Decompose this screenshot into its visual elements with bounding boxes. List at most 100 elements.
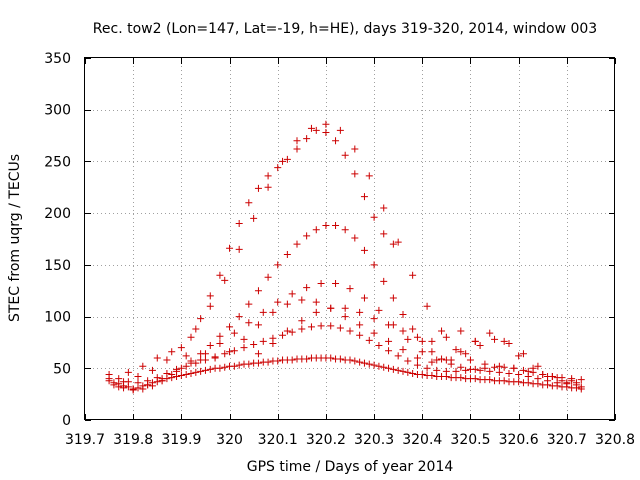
data-point bbox=[303, 232, 311, 240]
data-point bbox=[428, 372, 436, 380]
data-point bbox=[269, 308, 277, 316]
data-point bbox=[356, 321, 364, 329]
data-point bbox=[245, 300, 253, 308]
data-point bbox=[327, 354, 335, 362]
data-point bbox=[519, 366, 527, 374]
data-point bbox=[221, 350, 229, 358]
data-point bbox=[399, 327, 407, 335]
data-point bbox=[341, 226, 349, 234]
data-point bbox=[144, 381, 152, 389]
data-point bbox=[312, 226, 320, 234]
data-point bbox=[351, 170, 359, 178]
y-tick-label: 0 bbox=[62, 413, 71, 429]
data-point bbox=[298, 325, 306, 333]
data-point bbox=[385, 321, 393, 329]
data-point bbox=[457, 374, 465, 382]
x-axis-label: GPS time / Days of year 2014 bbox=[247, 459, 454, 475]
data-point bbox=[259, 308, 267, 316]
data-point bbox=[206, 292, 214, 300]
data-point bbox=[418, 348, 426, 356]
data-point bbox=[471, 337, 479, 345]
data-point bbox=[279, 331, 287, 339]
data-point bbox=[206, 365, 214, 373]
data-point bbox=[500, 337, 508, 345]
data-point bbox=[394, 238, 402, 246]
data-point bbox=[351, 145, 359, 153]
data-point bbox=[486, 329, 494, 337]
data-point bbox=[221, 363, 229, 371]
data-point bbox=[187, 333, 195, 341]
data-point bbox=[235, 245, 243, 253]
data-point bbox=[283, 300, 291, 308]
data-point bbox=[288, 290, 296, 298]
data-point bbox=[216, 332, 224, 340]
data-point bbox=[380, 204, 388, 212]
data-point bbox=[418, 370, 426, 378]
data-point bbox=[177, 364, 185, 372]
data-point bbox=[206, 342, 214, 350]
data-point bbox=[389, 294, 397, 302]
data-point bbox=[365, 360, 373, 368]
data-point bbox=[163, 356, 171, 364]
data-point bbox=[370, 315, 378, 323]
data-point bbox=[404, 357, 412, 365]
data-point bbox=[519, 350, 527, 358]
data-point bbox=[148, 382, 156, 390]
data-point bbox=[303, 284, 311, 292]
data-point bbox=[226, 244, 234, 252]
data-point bbox=[148, 366, 156, 374]
data-point bbox=[433, 366, 441, 374]
data-point bbox=[409, 369, 417, 377]
data-point bbox=[312, 298, 320, 306]
data-point bbox=[491, 335, 499, 343]
data-point bbox=[235, 361, 243, 369]
data-point bbox=[139, 362, 147, 370]
data-point bbox=[380, 277, 388, 285]
y-tick-label: 350 bbox=[44, 51, 71, 67]
data-point bbox=[380, 363, 388, 371]
x-tick-label: 320.7 bbox=[547, 432, 587, 448]
data-point bbox=[206, 302, 214, 310]
data-point bbox=[293, 137, 301, 145]
data-point bbox=[293, 240, 301, 248]
data-point bbox=[577, 376, 585, 384]
data-point bbox=[216, 271, 224, 279]
data-point bbox=[515, 370, 523, 378]
data-point bbox=[534, 362, 542, 370]
data-point bbox=[177, 344, 185, 352]
data-point bbox=[385, 364, 393, 372]
data-point bbox=[332, 222, 340, 230]
chart-title: Rec. tow2 (Lon=147, Lat=-19, h=HE), days… bbox=[93, 21, 597, 37]
data-point bbox=[495, 368, 503, 376]
data-point bbox=[404, 368, 412, 376]
y-tick-label: 150 bbox=[44, 258, 71, 274]
data-point bbox=[120, 378, 128, 386]
plot-frame bbox=[84, 57, 615, 420]
data-point bbox=[245, 319, 253, 327]
data-point bbox=[510, 364, 518, 372]
data-point bbox=[375, 342, 383, 350]
data-point bbox=[409, 271, 417, 279]
data-point bbox=[312, 126, 320, 134]
data-point bbox=[274, 357, 282, 365]
data-point bbox=[495, 362, 503, 370]
data-point bbox=[322, 222, 330, 230]
data-point bbox=[466, 356, 474, 364]
data-point bbox=[341, 304, 349, 312]
data-point bbox=[346, 285, 354, 293]
data-point bbox=[462, 350, 470, 358]
data-point bbox=[476, 342, 484, 350]
data-point bbox=[452, 346, 460, 354]
data-point bbox=[264, 358, 272, 366]
data-point bbox=[250, 214, 258, 222]
data-point bbox=[168, 370, 176, 378]
data-point bbox=[317, 279, 325, 287]
data-point bbox=[312, 308, 320, 316]
data-point bbox=[254, 321, 262, 329]
x-tick-label: 320.2 bbox=[306, 432, 346, 448]
data-point bbox=[332, 279, 340, 287]
data-point bbox=[303, 135, 311, 143]
x-tick-label: 320.8 bbox=[595, 432, 635, 448]
x-tick-label: 320.5 bbox=[450, 432, 490, 448]
data-point bbox=[399, 346, 407, 354]
